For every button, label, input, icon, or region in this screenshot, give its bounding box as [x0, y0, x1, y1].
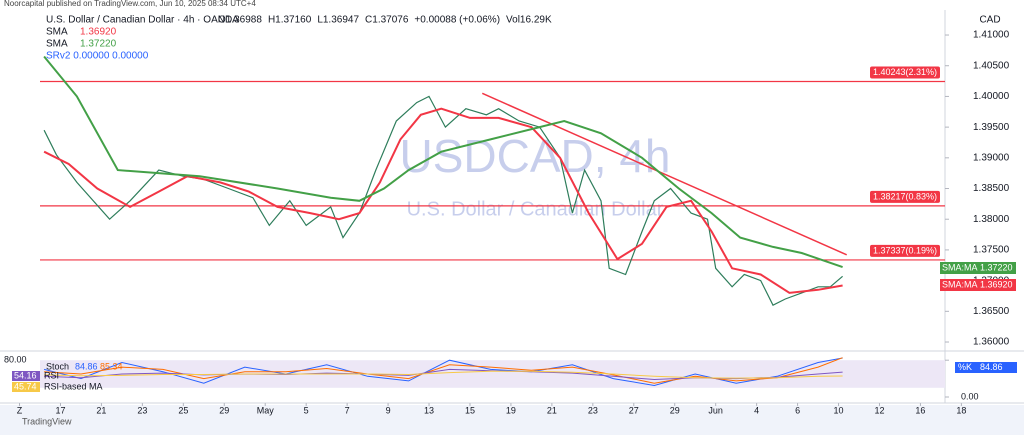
quote-value: H1.37160 [268, 15, 312, 26]
x-tick-label: 16 [915, 405, 925, 415]
rsi-badge [12, 371, 40, 381]
x-tick-label: 25 [178, 405, 188, 415]
x-tick-label: 18 [956, 405, 966, 415]
rsi-badge [12, 382, 40, 392]
publisher: Noorcapital published on TradingView.com… [4, 0, 256, 8]
k-name: %K [958, 362, 972, 372]
x-tick-label: 13 [424, 405, 434, 415]
badge-value: 1.37220 [980, 262, 1013, 272]
series-line [43, 357, 843, 387]
level-label: 1.37337(0.19%) [873, 245, 937, 255]
currency: CAD [979, 15, 1000, 26]
y-tick-label: 1.36000 [973, 337, 1010, 348]
y-tick-label: 1.40500 [973, 60, 1010, 71]
x-tick-label: 7 [345, 405, 350, 415]
watermark-sub: U.S. Dollar / Canadian Dollar [407, 198, 664, 220]
sma-badge [940, 262, 1016, 274]
symbol-title: U.S. Dollar / Canadian Dollar · 4h · OAN… [46, 15, 239, 26]
legend-value: 1.37220 [80, 39, 117, 50]
footer-bar [0, 405, 1024, 435]
stoch-d: 85.34 [100, 361, 123, 371]
level-badge [870, 244, 940, 257]
y-tick-label: 1.39000 [973, 152, 1010, 163]
y-tick-label: 1.36500 [973, 306, 1010, 317]
x-tick-label: 9 [386, 405, 391, 415]
y-tick-label: 1.41000 [973, 30, 1010, 41]
y-tick-label: 1.37500 [973, 245, 1010, 256]
level-badge [870, 190, 940, 203]
x-tick-label: 27 [629, 405, 639, 415]
sma-badge [940, 279, 1016, 291]
level-label: 1.38217(0.83%) [873, 191, 937, 201]
watermark: USDCAD, 4h [400, 130, 671, 182]
k-badge [955, 362, 1017, 373]
x-tick-label: May [257, 405, 275, 415]
x-tick-label: Z [17, 405, 23, 415]
series-line [43, 95, 843, 307]
x-tick-label: 21 [547, 405, 557, 415]
indicator-legend: SRv2 0.00000 0.00000 [46, 51, 149, 62]
x-tick-label: 4 [754, 405, 759, 415]
stoch-k: 84.86 [75, 361, 98, 371]
x-tick-label: 19 [506, 405, 516, 415]
legend-name: SMA [46, 27, 68, 38]
series-line [44, 357, 843, 384]
badge-value: 1.36920 [980, 279, 1013, 289]
y-tick-label: 1.38000 [973, 214, 1010, 225]
rsi-name: RSI [44, 370, 59, 380]
level-label: 1.40243(2.31%) [873, 67, 937, 77]
x-tick-label: 12 [874, 405, 884, 415]
legend-value: 1.36920 [80, 27, 117, 38]
x-tick-label: 23 [137, 405, 147, 415]
trend-line [481, 92, 848, 256]
x-tick-label: 6 [795, 405, 800, 415]
x-tick-label: 21 [96, 405, 106, 415]
quote-value: L1.36947 [317, 15, 359, 26]
y-tick-label: 1.40000 [973, 91, 1010, 102]
y-tick-label: 1.39500 [973, 122, 1010, 133]
series-line [43, 55, 843, 269]
x-tick-label: 29 [219, 405, 229, 415]
x-tick-label: 5 [304, 405, 309, 415]
x-tick-label: Jun [708, 405, 723, 415]
rsi-value: 45.74 [14, 381, 37, 391]
stoch-y-label: 80.00 [4, 355, 27, 365]
quote-value: C1.37076 [365, 15, 409, 26]
k-value: 84.86 [980, 362, 1003, 372]
stoch-y-label: 0.00 [961, 391, 979, 401]
x-tick-label: 10 [834, 405, 844, 415]
x-tick-label: 29 [670, 405, 680, 415]
x-tick-label: 17 [55, 405, 65, 415]
badge-name: SMA:MA [942, 262, 978, 272]
rsi-value: 54.16 [14, 370, 37, 380]
quote-value: O1.36988 [218, 15, 262, 26]
x-tick-label: 15 [465, 405, 475, 415]
badge-name: SMA:MA [942, 279, 978, 289]
stoch-title: Stoch [46, 361, 69, 371]
legend-name: SMA [46, 39, 68, 50]
x-tick-label: 23 [588, 405, 598, 415]
footer-logo: TradingView [22, 416, 72, 426]
level-badge [870, 66, 940, 79]
series-line [44, 370, 843, 379]
quote-value: +0.00088 (+0.06%) [414, 15, 500, 26]
y-tick-label: 1.38500 [973, 183, 1010, 194]
rsi-name: RSI-based MA [44, 381, 103, 391]
quote-value: Vol16.29K [506, 15, 552, 26]
